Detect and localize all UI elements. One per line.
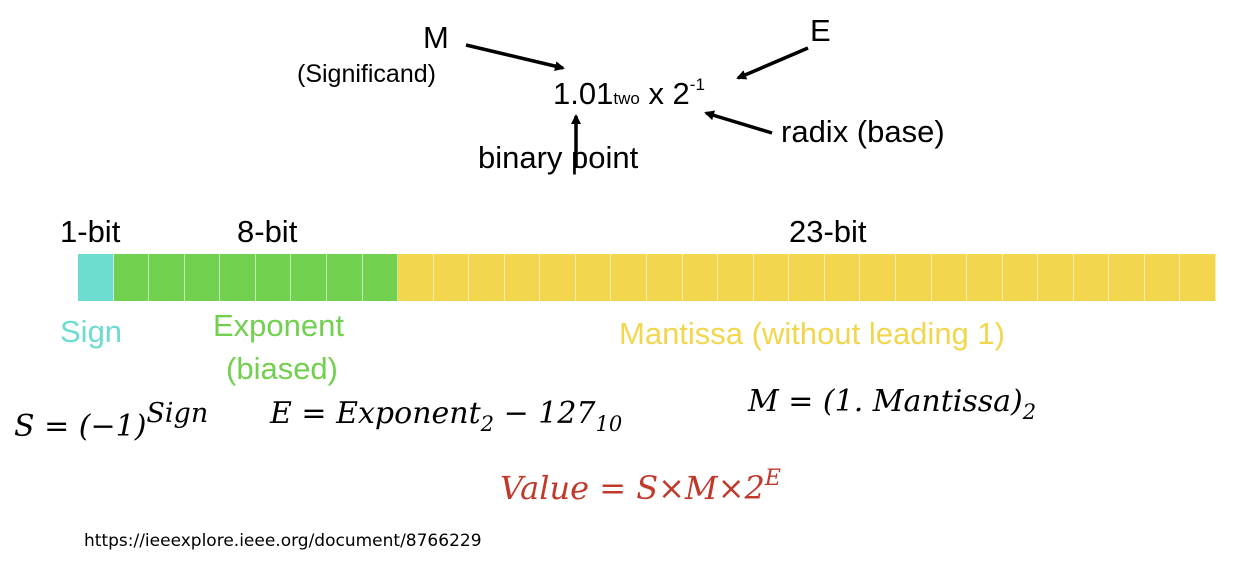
significand-number: 1.01 <box>553 76 614 111</box>
value-formula-lhs: Value = S×M×2 <box>500 469 765 507</box>
mantissa-bits-label: 23-bit <box>789 214 867 249</box>
m-label: M <box>423 20 449 55</box>
annotation-arrows <box>465 43 809 168</box>
sign-bit-cell <box>78 254 114 301</box>
mantissa-formula: M = (1. Mantissa)2 <box>748 384 1036 424</box>
significand-expression: 1.01two x 2-1 <box>553 76 705 109</box>
mantissa-bit-cell <box>1038 254 1074 301</box>
exponent-bit-cell <box>184 254 221 301</box>
exponent-bits-label: 8-bit <box>237 214 298 249</box>
exponent-bit-cell <box>291 254 327 301</box>
exponent-bit-cell <box>220 254 256 301</box>
mantissa-bit-cell <box>789 254 825 301</box>
bit-strip <box>78 254 1216 301</box>
arrow-radix-to-base <box>704 110 773 135</box>
mantissa-bit-cell <box>433 254 470 301</box>
exponent-bit-cell <box>362 254 399 301</box>
radix-label: radix (base) <box>781 114 945 149</box>
value-formula: Value = S×M×2E <box>500 466 781 507</box>
sign-formula-sup: Sign <box>146 398 209 429</box>
mantissa-formula-lhs: M = (1. Mantissa) <box>748 384 1023 419</box>
mantissa-bit-cell <box>575 254 612 301</box>
exponent-bit-cell <box>255 254 292 301</box>
arrow-e-to-exponent <box>736 46 809 80</box>
mantissa-bit-cell <box>1002 254 1039 301</box>
exponent-bit-cell <box>149 254 185 301</box>
mantissa-bit-cell <box>682 254 719 301</box>
exponent-bit-cell <box>326 254 363 301</box>
times-base: x 2 <box>648 76 690 111</box>
e-label: E <box>810 13 831 48</box>
mantissa-bit-cell <box>469 254 505 301</box>
exponent-biased-label: (biased) <box>226 351 338 386</box>
mantissa-bit-cell <box>540 254 576 301</box>
mantissa-bit-cell <box>1073 254 1110 301</box>
mantissa-bit-cell <box>718 254 754 301</box>
mantissa-bit-cell <box>967 254 1003 301</box>
exponent-field-label: Exponent <box>213 308 344 343</box>
mantissa-bit-cell <box>895 254 932 301</box>
exponent-formula-lhs: E = Exponent <box>270 396 481 431</box>
exponent-bit-cell <box>113 254 150 301</box>
exponent-formula-sub2: 10 <box>595 412 623 436</box>
mantissa-bit-cell <box>398 254 434 301</box>
exponent-formula-minus: − 127 <box>494 396 596 431</box>
mantissa-bit-cell <box>931 254 968 301</box>
mantissa-bit-cell <box>647 254 683 301</box>
exponent-formula-sub: 2 <box>480 412 495 436</box>
significand-label: (Significand) <box>297 60 436 88</box>
mantissa-bit-cell <box>611 254 647 301</box>
mantissa-formula-sub: 2 <box>1022 400 1037 424</box>
mantissa-bit-cell <box>504 254 541 301</box>
mantissa-bit-cell <box>753 254 790 301</box>
binary-point-label: binary point <box>478 140 639 175</box>
exponent-superscript: -1 <box>689 75 705 94</box>
mantissa-bit-cell <box>1144 254 1181 301</box>
sign-bits-label: 1-bit <box>60 214 121 249</box>
sign-field-label: Sign <box>60 314 123 349</box>
arrow-m-to-significand <box>465 43 565 72</box>
reference-url[interactable]: https://ieeexplore.ieee.org/document/876… <box>84 531 482 551</box>
mantissa-bit-cell <box>860 254 896 301</box>
sign-formula-lhs: S = (−1) <box>14 409 147 444</box>
mantissa-field-label: Mantissa (without leading 1) <box>619 316 1005 351</box>
mantissa-bit-cell <box>1180 254 1216 301</box>
significand-subscript: two <box>613 89 640 108</box>
value-formula-sup: E <box>764 466 781 491</box>
mantissa-bit-cell <box>824 254 861 301</box>
sign-formula: S = (−1)Sign <box>14 398 208 444</box>
exponent-formula: E = Exponent2 − 12710 <box>270 396 622 436</box>
mantissa-bit-cell <box>1109 254 1145 301</box>
